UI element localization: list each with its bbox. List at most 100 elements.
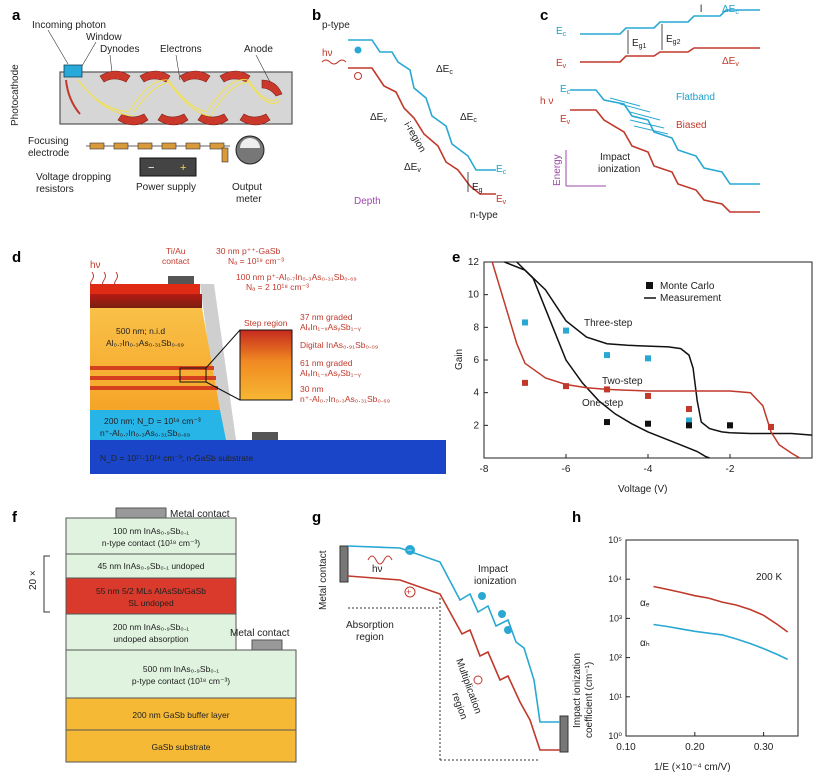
dynodes-label: Dynodes [100, 44, 139, 55]
e-xlabel: Voltage (V) [618, 484, 667, 495]
d-l2b: Nₐ = 2 10¹⁸ cm⁻³ [246, 282, 309, 292]
f-layer-6-l1: GaSb substrate [151, 742, 210, 752]
panel-g-label: g [312, 509, 321, 526]
panel-b-label: b [312, 7, 321, 24]
f-layer-4-l2: p-type contact (10¹⁸ cm⁻³) [132, 676, 230, 686]
g-hole: + [406, 587, 411, 597]
panel-d: d hν Ti/Au contact 30 nm p⁺⁺-GaSb Nₐ = 1… [12, 246, 446, 474]
label-leaders-a [47, 29, 271, 83]
b-delta-ev-low: ΔEv [404, 162, 421, 174]
b-delta-ec-mid: ΔEc [460, 112, 477, 124]
g-absorption-2: region [356, 632, 384, 643]
b-delta-ev: ΔEv [370, 112, 387, 124]
e-xtick-label: -4 [644, 464, 653, 475]
f-layer-5-l1: 200 nm GaSb buffer layer [132, 710, 229, 720]
d-s1a: 37 nm graded [300, 312, 353, 322]
h-ticks: 0.10 0.20 0.30 10⁰ 10¹ 10² 10³ 10⁴ 10⁵ [608, 535, 774, 753]
f-layer-2 [65, 577, 237, 615]
c-ec-biased-label: Ec [560, 84, 571, 96]
panel-a-label: a [12, 7, 21, 24]
b-ev: Ev [496, 194, 507, 206]
power-supply-label: Power supply [136, 182, 196, 193]
b-i-region: i-region [401, 120, 427, 154]
f-side-contact [251, 639, 283, 651]
c-ev-top [580, 47, 760, 63]
h-annotation: 200 K [756, 572, 782, 583]
panel-d-label: d [12, 249, 21, 266]
h-series-alpha-e: αₑ [640, 598, 650, 609]
e-ytick-label: 8 [473, 322, 479, 333]
e-ytick-label: 2 [473, 420, 479, 431]
c-electron-arrows [609, 97, 669, 135]
e-mc-point [645, 355, 651, 362]
f-layer-1-l1: 45 nm InAs₀.₉Sb₀.₁ undoped [98, 561, 205, 571]
g-right-contact [559, 715, 569, 753]
c-ev-biased-label: Ev [560, 114, 571, 126]
h-xtick-label: 0.10 [616, 742, 636, 753]
focusing-electrode-label-1: Focusing [28, 136, 69, 147]
c-ec-top [580, 9, 760, 35]
e-ytick-label: 6 [473, 355, 479, 366]
e-series-line-0 [504, 261, 813, 436]
voltage-dropping-label-1: Voltage dropping [36, 172, 111, 183]
window-label: Window [86, 32, 122, 43]
electron-paths [77, 79, 281, 117]
g-hv: hν [372, 564, 383, 575]
e-mc-point [563, 383, 569, 390]
d-l1b: Nₐ = 10¹⁹ cm⁻³ [228, 256, 284, 266]
b-p-type: p-type [322, 20, 350, 31]
f-layer-4 [65, 649, 297, 699]
b-eg: Eg [472, 182, 483, 194]
e-mc-point [686, 406, 692, 412]
output-meter-label-2: meter [236, 194, 262, 205]
f-layer-3 [65, 613, 237, 651]
d-l1a: 30 nm p⁺⁺-GaSb [216, 246, 281, 256]
c-delta-ev: ΔEv [722, 56, 739, 68]
f-metal-contact-top: Metal contact [170, 509, 230, 520]
e-mc-point [604, 419, 610, 426]
d-layer-nid [90, 308, 220, 410]
pmt-window [63, 64, 83, 78]
e-mc-point [645, 392, 651, 399]
e-mc-point [686, 422, 692, 429]
b-ec: Ec [496, 164, 507, 176]
d-substrate [90, 440, 446, 474]
focusing-electrode-label-2: electrode [28, 148, 70, 159]
c-impact-1: Impact [600, 152, 630, 163]
panel-h-label: h [572, 509, 581, 526]
f-layer-6 [65, 729, 297, 763]
e-legend-meas: Measurement [660, 293, 721, 304]
f-layer-3-l1: 200 nm InAs₀.₉Sb₀.₁ [113, 622, 189, 632]
voltage-dropping-label-2: resistors [36, 184, 74, 195]
ps-plus: + [180, 162, 186, 174]
b-n-type: n-type [470, 210, 498, 221]
d-contact-1: Ti/Au [166, 246, 186, 256]
d-s3b: AlₓIn₁₋ₓAsᵧSb₁₋ᵧ [300, 368, 361, 378]
e-xtick-label: -2 [726, 464, 735, 475]
g-electron: − [407, 545, 412, 555]
incoming-photon-label: Incoming photon [32, 20, 106, 31]
f-top-contact [115, 507, 167, 519]
panel-f: f Metal contact Metal contact 20 × 100 n… [12, 507, 297, 763]
e-mc-point [604, 386, 610, 393]
e-lines [491, 261, 813, 459]
f-layer-4-l1: 500 nm InAs₀.₉Sb₀.₁ [143, 664, 219, 674]
panel-e-label: e [452, 249, 460, 266]
b-depth: Depth [354, 196, 381, 207]
resistors [89, 142, 225, 150]
d-step-stripes [90, 366, 218, 390]
g-conduction-band [347, 545, 560, 723]
e-mc-point [727, 422, 733, 429]
e-ytick-label: 12 [468, 257, 480, 268]
pmt-tube [59, 71, 293, 125]
d-l3b: Al₀.₇In₀.₃As₀.₃₁Sb₀.₆₉ [106, 338, 184, 348]
d-s2: Digital InAs₀.₉₁Sb₀.₀₉ [300, 340, 378, 350]
c-eg1: Eg1 [632, 38, 647, 50]
panel-e: e -8 -6 -4 -2 2 4 6 8 10 12 Voltage (V) Gain Mont… [452, 249, 813, 495]
e-ytick-label: 4 [473, 388, 479, 399]
e-xtick-label: -8 [480, 464, 489, 475]
e-annot-three-step: Three-step [584, 318, 633, 329]
d-side-wall [200, 284, 446, 448]
c-ev-biased [570, 109, 760, 213]
d-contact-2: contact [162, 256, 190, 266]
